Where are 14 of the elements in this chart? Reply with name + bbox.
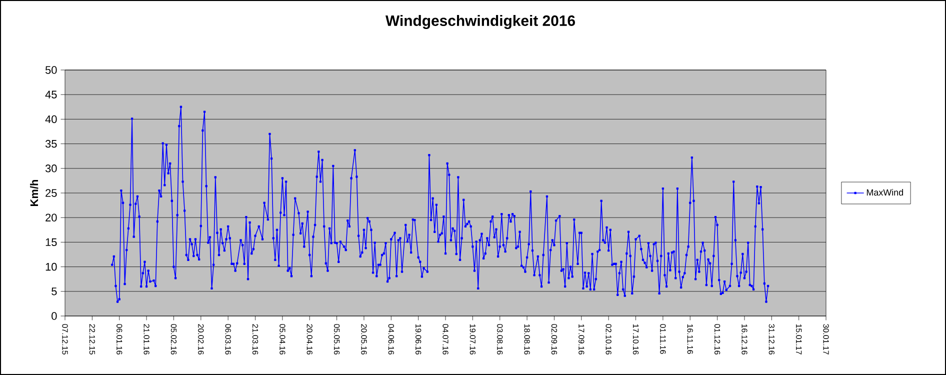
y-tick-label: 0: [52, 312, 57, 320]
y-tick-label: 35: [45, 140, 57, 148]
y-tick-label: 50: [45, 66, 57, 74]
y-tick-label: 40: [45, 115, 57, 124]
y-axis-title: Km/h: [30, 180, 38, 206]
y-tick-label: 45: [45, 90, 57, 98]
y-tick-label: 25: [46, 189, 57, 197]
y-tick-label: 10: [46, 262, 57, 271]
y-tick-label: 30: [45, 164, 57, 172]
legend-label: MaxWind: [866, 189, 903, 196]
y-tick-label: 5: [52, 288, 57, 296]
y-tick-label: 20: [46, 214, 57, 222]
chart-title: Windgeschwindigkeit 2016: [386, 15, 575, 29]
y-tick-label: 15: [46, 238, 57, 246]
